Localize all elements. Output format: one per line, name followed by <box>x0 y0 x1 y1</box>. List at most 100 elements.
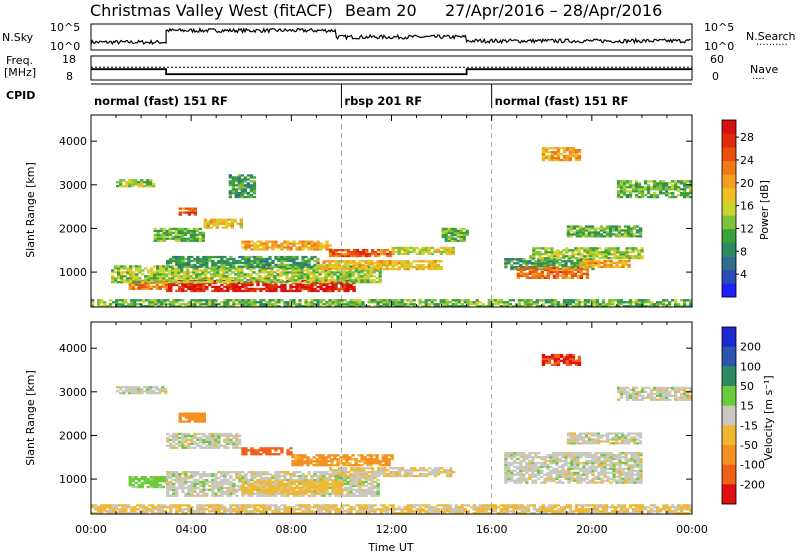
heatmap-cell <box>606 266 609 268</box>
heatmap-cell <box>358 262 361 264</box>
heatmap-cell <box>244 264 247 266</box>
heatmap-cell <box>301 244 304 246</box>
heatmap-cell <box>374 251 377 253</box>
heatmap-cell <box>585 264 588 266</box>
heatmap-cell <box>569 157 572 159</box>
heatmap-cell <box>630 231 633 233</box>
heatmap-cell <box>376 460 379 462</box>
heatmap-cell <box>273 271 276 273</box>
heatmap-cell <box>214 299 217 301</box>
heatmap-cell <box>172 447 175 449</box>
heatmap-cell <box>310 301 313 303</box>
heatmap-cell <box>370 454 373 456</box>
heatmap-cell <box>247 288 250 290</box>
heatmap-cell <box>680 194 683 196</box>
heatmap-cell <box>303 281 306 283</box>
heatmap-cell <box>181 485 184 487</box>
heatmap-cell <box>235 260 238 262</box>
heatmap-cell <box>361 489 364 491</box>
heatmap-cell <box>312 460 315 462</box>
heatmap-cell <box>530 299 533 301</box>
heatmap-cell <box>594 264 597 266</box>
heatmap-cell <box>454 238 457 240</box>
heatmap-cell <box>244 301 247 303</box>
heatmap-cell <box>253 180 256 182</box>
heatmap-cell <box>623 190 626 192</box>
heatmap-cell <box>160 301 163 303</box>
heatmap-cell <box>373 462 376 464</box>
heatmap-cell <box>345 460 348 462</box>
heatmap-cell <box>175 228 178 230</box>
heatmap-cell <box>235 178 238 180</box>
heatmap-cell <box>315 275 318 277</box>
heatmap-cell <box>561 260 564 262</box>
heatmap-cell <box>238 188 241 190</box>
heatmap-cell <box>620 299 623 301</box>
heatmap-cell <box>292 286 295 288</box>
heatmap-cell <box>674 301 677 303</box>
heatmap-cell <box>184 266 187 268</box>
heatmap-cell <box>512 299 515 301</box>
heatmap-cell <box>199 284 202 286</box>
heatmap-cell <box>181 228 184 230</box>
heatmap-cell <box>322 262 325 264</box>
heatmap-cell <box>451 240 454 242</box>
heatmap-cell <box>325 290 328 292</box>
heatmap-cell <box>181 236 184 238</box>
heatmap-cell <box>635 180 638 182</box>
heatmap-cell <box>322 303 325 305</box>
heatmap-cell <box>268 473 271 475</box>
heatmap-cell <box>547 275 550 277</box>
heatmap-cell <box>292 241 295 243</box>
heatmap-cell <box>351 464 354 466</box>
heatmap-cell <box>536 299 539 301</box>
heatmap-cell <box>165 269 168 271</box>
heatmap-cell <box>247 264 250 266</box>
heatmap-cell <box>362 255 365 257</box>
heatmap-cell <box>253 190 256 192</box>
heatmap-cell <box>166 491 169 493</box>
heatmap-cell <box>586 277 589 279</box>
heatmap-cell <box>344 253 347 255</box>
heatmap-cell <box>352 301 355 303</box>
heatmap-cell <box>591 225 594 227</box>
heatmap-cell <box>217 266 220 268</box>
heatmap-cell <box>295 258 298 260</box>
heatmap-cell <box>207 271 210 273</box>
heatmap-cell <box>165 279 168 281</box>
heatmap-cell <box>368 299 371 301</box>
heatmap-cell <box>374 262 377 264</box>
heatmap-cell <box>632 188 635 190</box>
heatmap-cell <box>259 481 262 483</box>
heatmap-cell <box>175 471 178 473</box>
heatmap-cell <box>463 234 466 236</box>
heatmap-cell <box>244 449 247 451</box>
heatmap-cell <box>516 262 519 264</box>
heatmap-cell <box>271 447 274 449</box>
heatmap-cell <box>232 260 235 262</box>
heatmap-cell <box>386 303 389 305</box>
heatmap-cell <box>578 301 581 303</box>
heatmap-cell <box>389 260 392 262</box>
heatmap-cell <box>187 447 190 449</box>
heatmap-cell <box>196 479 199 481</box>
heatmap-cell <box>362 473 365 475</box>
heatmap-cell <box>596 299 599 301</box>
heatmap-cell <box>253 487 256 489</box>
heatmap-cell <box>559 253 562 255</box>
heatmap-cell <box>407 253 410 255</box>
freq-label-line2: [MHz] <box>4 66 36 79</box>
heatmap-cell <box>668 303 671 305</box>
heatmap-cell <box>163 236 166 238</box>
heatmap-cell <box>156 484 159 486</box>
heatmap-cell <box>347 249 350 251</box>
heatmap-cell <box>340 260 343 262</box>
heatmap-cell <box>542 147 545 149</box>
heatmap-cell <box>431 253 434 255</box>
heatmap-cell <box>289 483 292 485</box>
heatmap-cell <box>354 458 357 460</box>
heatmap-cell <box>268 246 271 248</box>
heatmap-cell <box>364 273 367 275</box>
heatmap-cell <box>599 303 602 305</box>
